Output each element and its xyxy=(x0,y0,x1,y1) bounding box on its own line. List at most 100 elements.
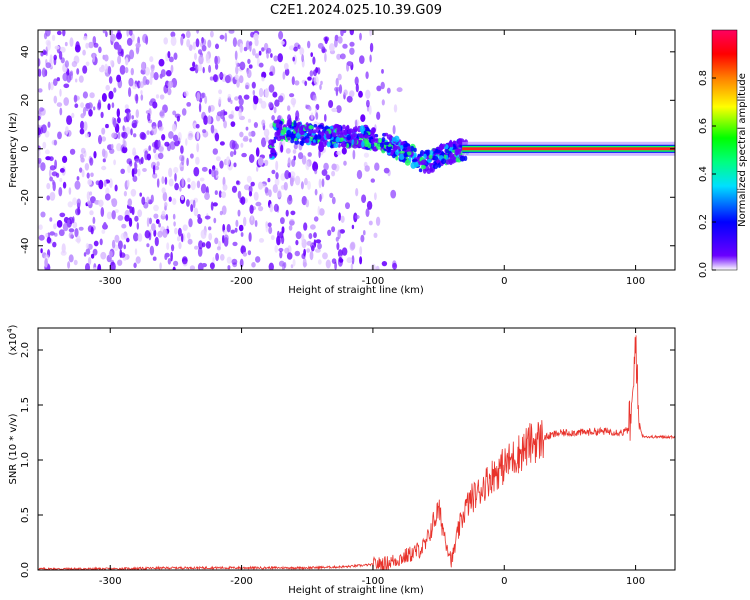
noise-speck xyxy=(350,263,354,270)
noise-speck xyxy=(186,39,191,48)
noise-speck xyxy=(101,229,106,235)
noise-speck xyxy=(163,84,168,94)
noise-speck xyxy=(267,222,272,228)
noise-speck xyxy=(324,114,327,122)
signal-speck xyxy=(448,140,453,147)
signal-speck xyxy=(293,120,297,128)
noise-speck xyxy=(315,248,321,253)
noise-speck xyxy=(121,146,128,154)
noise-speck xyxy=(128,217,133,227)
noise-speck xyxy=(317,242,322,250)
noise-speck xyxy=(141,196,146,205)
noise-speck xyxy=(76,68,80,75)
noise-speck xyxy=(216,156,221,162)
colorbar-gradient xyxy=(711,29,738,271)
noise-speck xyxy=(249,42,252,52)
signal-speck xyxy=(321,126,327,131)
noise-speck xyxy=(223,120,228,129)
noise-speck xyxy=(152,172,158,179)
noise-speck xyxy=(284,170,290,180)
noise-speck xyxy=(107,103,111,111)
noise-speck xyxy=(139,192,142,197)
signal-speck xyxy=(364,142,369,148)
noise-speck xyxy=(207,115,212,125)
noise-speck xyxy=(359,246,363,256)
noise-speck xyxy=(92,53,96,63)
noise-speck xyxy=(183,90,189,97)
noise-speck xyxy=(173,260,179,267)
noise-speck xyxy=(216,246,221,251)
noise-speck xyxy=(340,30,344,37)
noise-speck xyxy=(306,248,311,253)
noise-speck xyxy=(98,46,102,54)
signal-speck xyxy=(353,133,358,138)
noise-speck xyxy=(154,236,159,247)
noise-speck xyxy=(108,90,114,100)
noise-speck xyxy=(277,53,284,63)
noise-speck xyxy=(101,127,106,135)
noise-speck xyxy=(187,238,193,245)
noise-speck xyxy=(349,90,355,98)
noise-speck xyxy=(43,32,48,40)
noise-speck xyxy=(40,51,44,57)
noise-speck xyxy=(156,178,160,188)
noise-speck xyxy=(343,160,347,166)
noise-speck xyxy=(99,238,103,246)
noise-speck xyxy=(195,38,200,48)
noise-speck xyxy=(239,131,244,138)
noise-speck xyxy=(135,109,139,119)
noise-speck xyxy=(232,37,237,48)
noise-speck xyxy=(146,130,150,136)
signal-speck xyxy=(456,143,460,149)
noise-speck xyxy=(193,207,199,217)
noise-speck xyxy=(73,94,78,103)
noise-speck xyxy=(109,178,113,189)
noise-speck xyxy=(80,147,86,154)
noise-speck xyxy=(396,87,403,93)
noise-speck xyxy=(261,137,267,148)
noise-speck xyxy=(165,70,172,77)
noise-speck xyxy=(230,121,236,127)
noise-speck xyxy=(219,141,225,146)
signal-speck xyxy=(312,129,317,134)
noise-speck xyxy=(128,77,134,87)
noise-speck xyxy=(207,39,212,48)
snr-panel: -300 -200 -100 0 100 0.0 0.5 1.0 1.5 2.0 Height … xyxy=(6,324,676,596)
noise-speck xyxy=(305,160,310,171)
noise-speck xyxy=(117,44,122,53)
noise-speck xyxy=(103,179,107,187)
noise-speck xyxy=(271,169,276,175)
noise-speck xyxy=(180,35,184,46)
noise-speck xyxy=(263,128,270,137)
noise-speck xyxy=(319,193,322,203)
noise-speck xyxy=(274,177,280,186)
noise-speck xyxy=(189,265,195,270)
noise-speck xyxy=(321,169,328,177)
noise-speck xyxy=(142,33,148,44)
noise-speck xyxy=(266,47,272,54)
x-tick-label: -100 xyxy=(362,276,385,287)
noise-speck xyxy=(75,208,81,216)
signal-speck xyxy=(335,136,341,143)
noise-speck xyxy=(313,69,317,77)
colorbar-tick-label: 0.0 xyxy=(698,262,709,278)
signal-speck xyxy=(427,158,432,163)
noise-speck xyxy=(318,178,322,189)
noise-speck xyxy=(373,232,378,238)
noise-speck xyxy=(339,229,345,234)
noise-speck xyxy=(268,84,275,93)
noise-speck xyxy=(164,201,168,208)
noise-speck xyxy=(132,147,137,156)
signal-speck xyxy=(273,119,279,124)
signal-speck xyxy=(452,143,456,147)
noise-speck xyxy=(263,159,269,166)
noise-speck xyxy=(277,230,280,238)
noise-speck xyxy=(268,262,274,270)
noise-speck xyxy=(153,229,157,237)
noise-speck xyxy=(247,58,251,64)
noise-speck xyxy=(119,252,126,258)
noise-speck xyxy=(136,222,139,230)
noise-speck xyxy=(80,113,85,119)
noise-speck xyxy=(232,241,238,247)
noise-speck xyxy=(62,181,67,189)
